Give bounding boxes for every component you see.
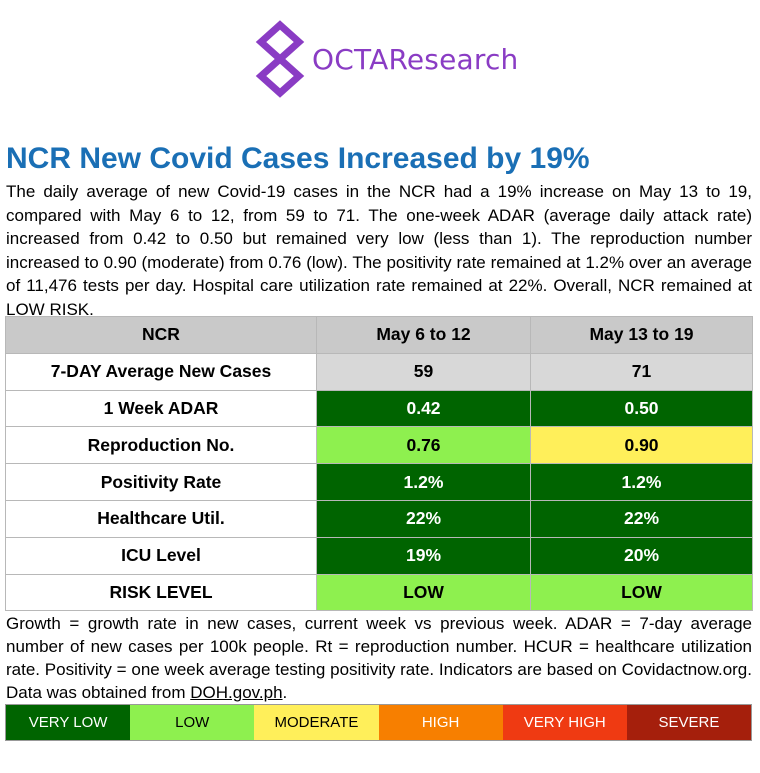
footnote-text: Growth = growth rate in new cases, curre… [6,614,752,702]
row-label: ICU Level [5,536,317,575]
value-cell: 1.2% [530,463,753,501]
brand-name: OCTAResearch [312,42,519,76]
ncr-indicator-table: NCR May 6 to 12 May 13 to 19 7-DAY Avera… [5,316,753,612]
footnote-end: . [282,683,288,702]
value-cell: 71 [530,352,753,391]
table-row: ICU Level 19% 20% [5,536,753,575]
value-cell: LOW [530,573,753,612]
value-cell: 22% [316,499,531,538]
legend-low: LOW [130,705,255,740]
value-cell: 0.50 [530,389,753,428]
legend-very-low: VERY LOW [6,705,131,740]
value-cell: 1.2% [316,463,531,501]
value-cell: 59 [316,352,531,391]
value-cell: 0.42 [316,389,531,428]
row-label: RISK LEVEL [5,573,317,612]
column-header-current-week: May 13 to 19 [530,316,753,354]
table-header-row: NCR May 6 to 12 May 13 to 19 [5,316,753,354]
row-label: 7-DAY Average New Cases [5,352,317,391]
table-row: Healthcare Util. 22% 22% [5,499,753,538]
table-row: Positivity Rate 1.2% 1.2% [5,463,753,501]
row-label: Healthcare Util. [5,499,317,538]
octa-logo: OCTAResearch [254,20,519,98]
value-cell: LOW [316,573,531,612]
legend-moderate: MODERATE [254,705,379,740]
row-label: Reproduction No. [5,426,317,465]
source-link[interactable]: DOH.gov.ph [190,683,283,702]
summary-paragraph: The daily average of new Covid-19 cases … [6,182,752,319]
value-cell: 22% [530,499,753,538]
legend-severe: SEVERE [626,705,752,740]
legend-high: HIGH [378,705,503,740]
column-header-ncr: NCR [5,316,317,354]
risk-legend: VERY LOW LOW MODERATE HIGH VERY HIGH SEV… [5,704,752,741]
table-row: RISK LEVEL LOW LOW [5,573,753,612]
row-label: 1 Week ADAR [5,389,317,428]
value-cell: 19% [316,536,531,575]
value-cell: 0.76 [316,426,531,465]
headline: NCR New Covid Cases Increased by 19% [6,142,590,175]
value-cell: 0.90 [530,426,753,465]
footnotes: Growth = growth rate in new cases, curre… [6,612,752,704]
octa-logo-icon [255,20,305,98]
table-row: 1 Week ADAR 0.42 0.50 [5,389,753,428]
value-cell: 20% [530,536,753,575]
column-header-prev-week: May 6 to 12 [316,316,531,354]
row-label: Positivity Rate [5,463,317,501]
legend-very-high: VERY HIGH [502,705,627,740]
table-row: Reproduction No. 0.76 0.90 [5,426,753,465]
table-row: 7-DAY Average New Cases 59 71 [5,352,753,391]
